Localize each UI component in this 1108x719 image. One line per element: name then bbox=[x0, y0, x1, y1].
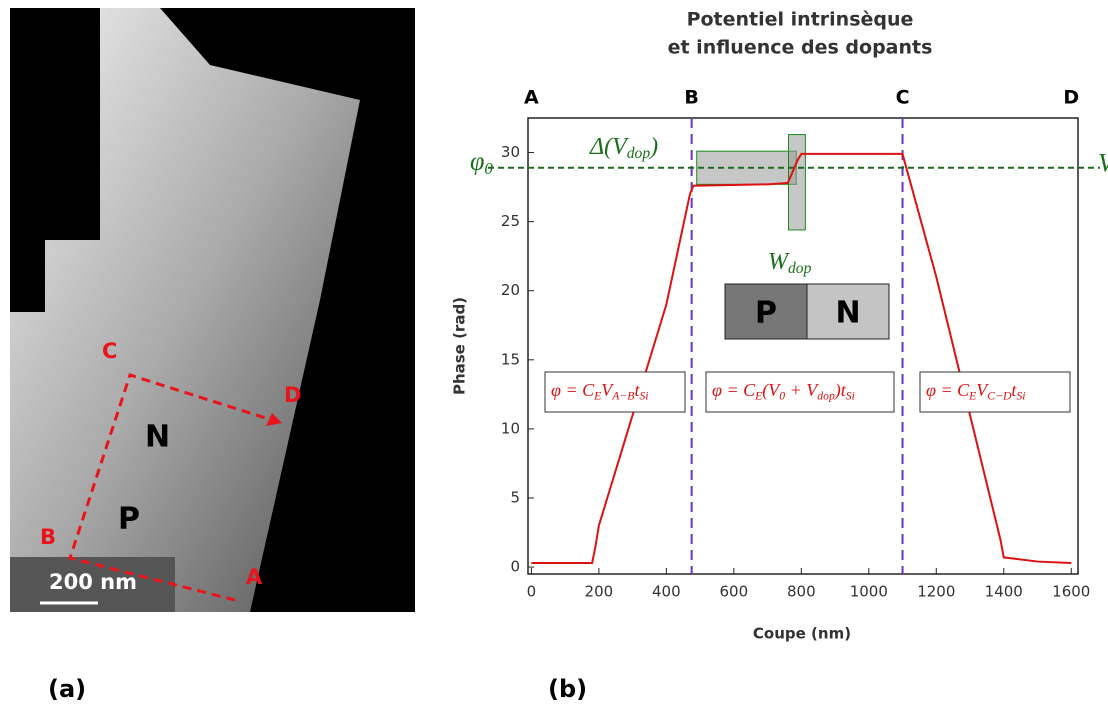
chart-title: et influence des dopants bbox=[668, 37, 933, 59]
scale-bar-label: 200 nm bbox=[49, 570, 137, 594]
y-tick-label: 0 bbox=[510, 558, 520, 576]
x-tick-label: 1200 bbox=[917, 583, 955, 601]
region-label: P bbox=[118, 502, 140, 537]
sample-region bbox=[10, 8, 360, 612]
y-tick-label: 5 bbox=[510, 489, 520, 507]
x-tick-label: 800 bbox=[787, 583, 816, 601]
junction-n bbox=[806, 283, 890, 340]
formula-box bbox=[919, 371, 1071, 413]
point-label: C bbox=[102, 339, 117, 363]
annotation-part: V bbox=[976, 380, 989, 400]
junction-p bbox=[724, 283, 808, 340]
annotation: Δ(Vdop) bbox=[589, 134, 658, 162]
cut-path bbox=[68, 373, 273, 602]
annotation-part: φ = C bbox=[926, 380, 970, 400]
annotation-part: t bbox=[1011, 380, 1017, 400]
subscript: Si bbox=[1016, 389, 1025, 402]
y-tick-label: 30 bbox=[501, 143, 520, 161]
point-label: D bbox=[284, 383, 301, 407]
caption: (b) bbox=[548, 675, 587, 703]
region-label: N bbox=[145, 420, 170, 455]
y-tick-label: 15 bbox=[501, 350, 520, 368]
subscript: 0 bbox=[779, 389, 785, 402]
chart-title: Potentiel intrinsèque bbox=[687, 9, 914, 31]
x-tick-label: 600 bbox=[720, 583, 749, 601]
x-axis-label: Coupe (nm) bbox=[753, 625, 851, 643]
cut-line bbox=[68, 373, 273, 602]
y-tick-label: 25 bbox=[501, 212, 520, 230]
annotation-part: t bbox=[634, 380, 640, 400]
annotation: φ0 bbox=[470, 147, 493, 178]
data-line bbox=[531, 152, 1072, 564]
annotation-part: Δ(V bbox=[589, 134, 629, 160]
x-tick-label: 1600 bbox=[1052, 583, 1090, 601]
top-label: B bbox=[684, 87, 698, 109]
annotation-part: φ bbox=[470, 147, 484, 176]
annotation: V0 bbox=[1098, 149, 1108, 180]
subscript: E bbox=[754, 389, 762, 402]
top-label: C bbox=[896, 87, 910, 109]
arrow-head bbox=[266, 413, 282, 426]
junction-label: N bbox=[835, 296, 860, 331]
annotation-part: (V bbox=[762, 380, 781, 401]
formula-box bbox=[705, 371, 895, 413]
x-tick-label: 1000 bbox=[850, 583, 888, 601]
top-label: D bbox=[1063, 87, 1079, 109]
annotation: φ = CE(V0 + Vdop)tSi bbox=[712, 380, 855, 402]
subscript: dop bbox=[788, 260, 812, 277]
plot-frame bbox=[527, 117, 1079, 575]
annotation-part: φ = C bbox=[712, 380, 756, 400]
y-tick-label: 20 bbox=[501, 281, 520, 299]
subscript: dop bbox=[627, 145, 651, 162]
annotation-part: ) bbox=[648, 134, 658, 160]
subscript: 0 bbox=[484, 159, 493, 178]
annotation: φ = CEVC−DtSi bbox=[926, 380, 1026, 402]
highlight-band bbox=[787, 134, 806, 231]
subscript: E bbox=[593, 389, 601, 402]
subscript: E bbox=[968, 389, 976, 402]
junction-label: P bbox=[755, 296, 777, 331]
annotation-part: V bbox=[1098, 149, 1108, 178]
annotation-part: V bbox=[601, 380, 614, 400]
caption: (a) bbox=[48, 675, 86, 703]
subscript: A−B bbox=[611, 389, 634, 402]
annotation-part: )t bbox=[834, 380, 847, 401]
formula-box bbox=[544, 371, 686, 413]
x-tick-label: 400 bbox=[652, 583, 681, 601]
subscript: Si bbox=[846, 389, 855, 402]
annotation: φ = CEVA−BtSi bbox=[551, 380, 649, 402]
annotation-part: + V bbox=[785, 380, 819, 400]
x-tick-label: 1400 bbox=[985, 583, 1023, 601]
subscript: Si bbox=[639, 389, 648, 402]
subscript: C−D bbox=[987, 389, 1012, 402]
y-axis-label: Phase (rad) bbox=[451, 297, 469, 395]
x-tick-label: 200 bbox=[585, 583, 614, 601]
subscript: dop bbox=[817, 389, 835, 402]
point-label: A bbox=[246, 565, 263, 589]
x-tick-label: 0 bbox=[527, 583, 537, 601]
annotation-part: φ = C bbox=[551, 380, 595, 400]
y-tick-label: 10 bbox=[501, 419, 520, 437]
point-label: B bbox=[40, 525, 56, 549]
annotation: Wdop bbox=[768, 249, 812, 277]
annotation-part: W bbox=[768, 249, 790, 275]
top-label: A bbox=[524, 87, 539, 109]
